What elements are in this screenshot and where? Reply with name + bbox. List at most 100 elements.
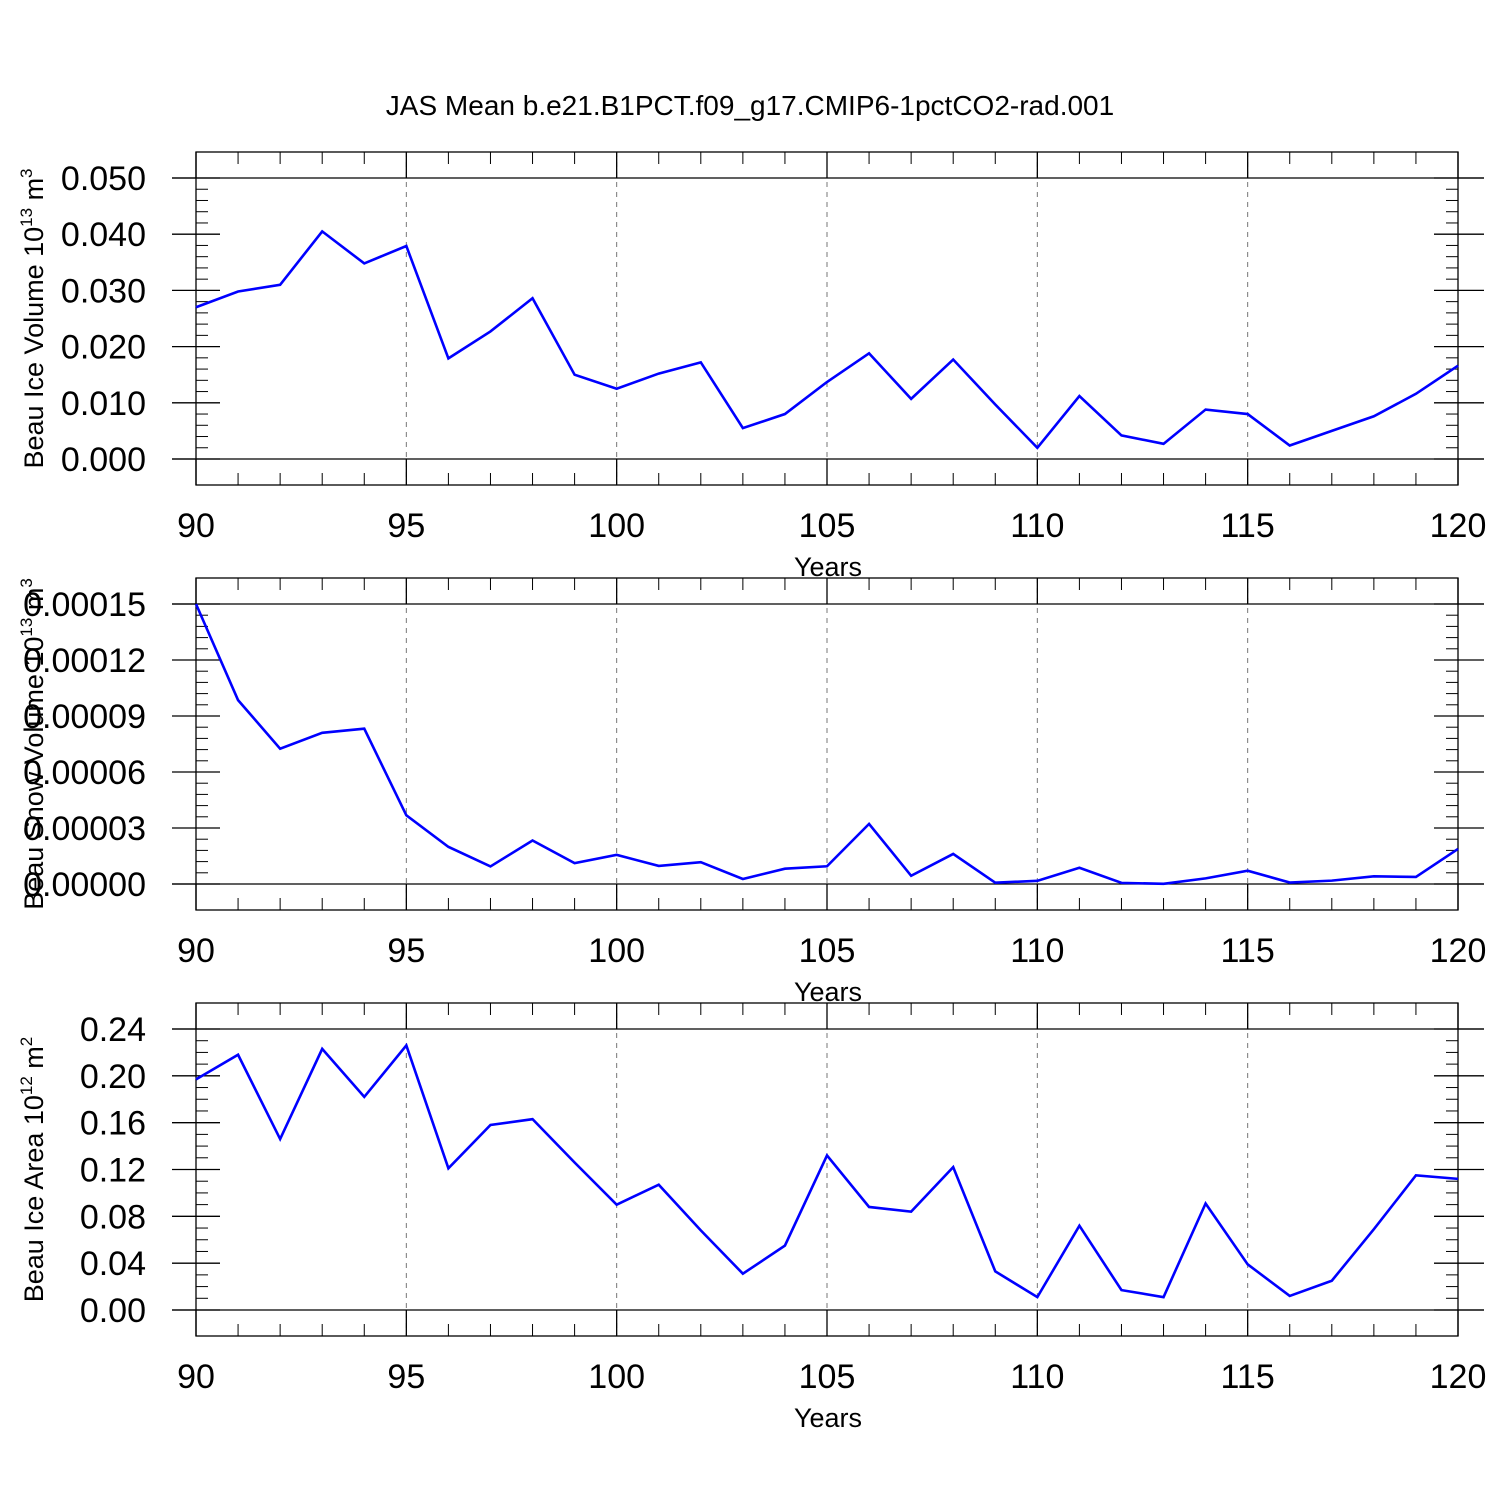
data-point — [1203, 1200, 1209, 1206]
x-tick-label: 95 — [387, 1358, 425, 1396]
data-point — [866, 821, 872, 827]
chart-panel-2: 90 95 100 105 110 115 120 0.00000 0.00003 0.00006… — [17, 577, 1486, 1007]
y-tick-label: 0.12 — [80, 1152, 146, 1190]
data-point — [698, 1227, 704, 1233]
data-point — [445, 844, 451, 850]
data-point — [1245, 868, 1251, 874]
y-tick-label: 0.050 — [61, 160, 146, 198]
data-point — [319, 730, 325, 736]
data-point — [950, 1164, 956, 1170]
x-tick-label: 110 — [1010, 1358, 1064, 1396]
data-point — [487, 1122, 493, 1128]
data-point — [614, 386, 620, 392]
y-tick-label: 0.00015 — [23, 586, 146, 624]
data-point — [908, 396, 914, 402]
data-point — [1329, 1278, 1335, 1284]
data-point — [487, 328, 493, 334]
data-point — [992, 1268, 998, 1274]
data-point — [1371, 873, 1377, 879]
y-tick-label: 0.00006 — [23, 754, 146, 792]
y-tick-label: 0.00009 — [23, 698, 146, 736]
y-tick-label: 0.20 — [80, 1058, 146, 1096]
data-point — [1161, 441, 1167, 447]
data-point — [1245, 411, 1251, 417]
data-point — [445, 355, 451, 361]
data-point — [1203, 875, 1209, 881]
chart-panels: 90 95 100 105 110 115 120 0.000 0.010 0.020 0.030 0… — [17, 151, 1487, 1433]
y-axis-title-text: Beau Ice Area 10 — [19, 1095, 49, 1302]
data-point — [656, 863, 662, 869]
x-tick-label: 100 — [588, 1358, 645, 1396]
data-point — [698, 859, 704, 865]
x-tick-label: 120 — [1430, 1358, 1487, 1396]
data-point — [1076, 865, 1082, 871]
y-tick-label: 0.04 — [80, 1245, 146, 1283]
data-point — [824, 379, 830, 385]
y-axis-title-text: Beau Snow Volume 10 — [19, 637, 49, 910]
data-point — [740, 1271, 746, 1277]
x-tick-label: 110 — [1010, 932, 1064, 970]
y-axis-title-text: Beau Ice Volume 10 — [19, 227, 49, 469]
data-point — [740, 876, 746, 882]
data-point — [193, 1076, 199, 1082]
data-point — [992, 401, 998, 407]
y-axis-title-superscript: 13 — [17, 618, 36, 637]
data-point — [319, 1046, 325, 1052]
y-axis-title-superscript: 13 — [17, 208, 36, 227]
x-tick-label: 115 — [1221, 932, 1275, 970]
y-axis-title-superscript: 3 — [17, 578, 36, 587]
data-point — [1034, 1294, 1040, 1300]
y-tick-label: 0.08 — [80, 1198, 146, 1236]
data-point — [572, 1159, 578, 1165]
y-axis-title-text: m — [19, 178, 49, 208]
x-axis-title: Years — [794, 1403, 862, 1433]
data-point — [572, 860, 578, 866]
data-point — [403, 243, 409, 249]
x-tick-label: 105 — [799, 1358, 856, 1396]
data-point — [1287, 1293, 1293, 1299]
data-point — [782, 866, 788, 872]
data-point — [950, 357, 956, 363]
data-point — [908, 873, 914, 879]
data-point — [445, 1165, 451, 1171]
x-tick-label: 100 — [588, 507, 645, 545]
x-tick-label: 105 — [799, 507, 856, 545]
data-point — [361, 1094, 367, 1100]
y-tick-label: 0.020 — [61, 329, 146, 367]
data-point — [1413, 391, 1419, 397]
data-point — [950, 851, 956, 857]
y-tick-label: 0.16 — [80, 1105, 146, 1143]
data-point — [1118, 880, 1124, 886]
x-tick-label: 90 — [177, 932, 215, 970]
data-point — [235, 1052, 241, 1058]
data-point — [572, 372, 578, 378]
data-point — [193, 601, 199, 607]
data-point — [1455, 363, 1461, 369]
data-point — [1245, 1261, 1251, 1267]
x-tick-label: 115 — [1221, 1358, 1275, 1396]
y-axis-title-superscript: 2 — [17, 1037, 36, 1046]
y-axis-title-superscript: 3 — [17, 168, 36, 177]
y-axis-title: Beau Ice Volume 1013 m3 — [17, 168, 49, 468]
x-tick-label: 90 — [177, 507, 215, 545]
data-point — [277, 1136, 283, 1142]
data-point — [1161, 1294, 1167, 1300]
data-point — [403, 1042, 409, 1048]
y-tick-label: 0.000 — [61, 441, 146, 479]
data-point — [1329, 878, 1335, 884]
data-point — [1118, 432, 1124, 438]
data-point — [361, 260, 367, 266]
data-point — [277, 746, 283, 752]
x-tick-label: 90 — [177, 1358, 215, 1396]
data-point — [824, 863, 830, 869]
data-point — [866, 1204, 872, 1210]
y-tick-label: 0.00012 — [23, 642, 146, 680]
data-point — [1455, 846, 1461, 852]
chart-title: JAS Mean b.e21.B1PCT.f09_g17.CMIP6-1pctC… — [386, 90, 1114, 121]
x-tick-label: 120 — [1430, 507, 1487, 545]
y-tick-label: 0.040 — [61, 216, 146, 254]
data-point — [656, 1182, 662, 1188]
data-point — [1371, 1226, 1377, 1232]
data-point — [487, 863, 493, 869]
